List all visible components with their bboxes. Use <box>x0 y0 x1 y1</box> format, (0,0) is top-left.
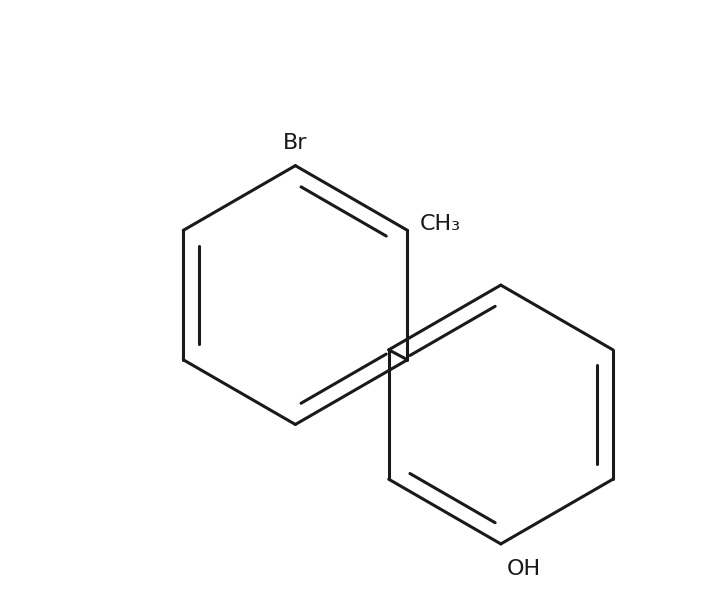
Text: OH: OH <box>507 559 541 579</box>
Text: Br: Br <box>283 133 308 154</box>
Text: CH₃: CH₃ <box>420 214 461 234</box>
